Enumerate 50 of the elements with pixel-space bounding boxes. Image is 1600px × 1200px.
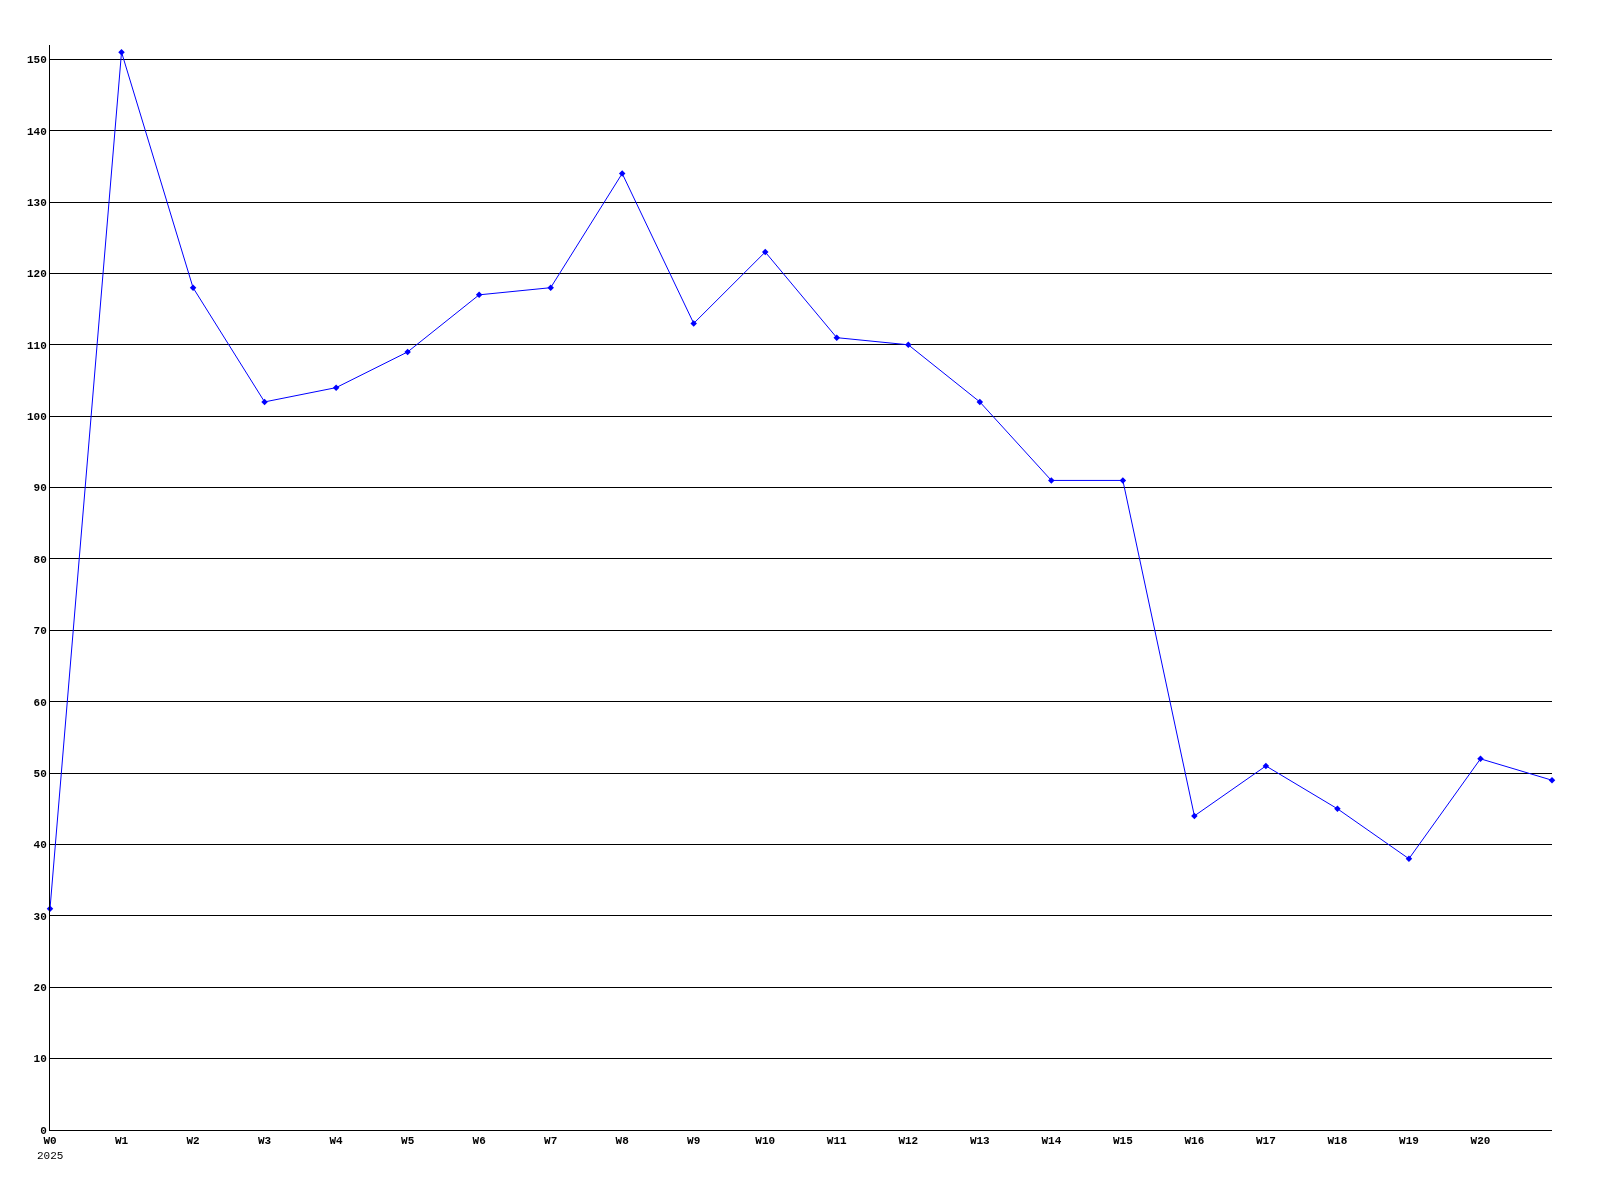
x-tick-label: W10 [755, 1135, 776, 1148]
y-tick-label: 150 [26, 54, 47, 67]
x-tick-label: W17 [1255, 1135, 1276, 1148]
x-tick-label: W16 [1184, 1135, 1205, 1148]
x-tick-label: W20 [1470, 1135, 1491, 1148]
x-tick-label: W9 [687, 1135, 701, 1148]
x-tick-label: W2 [186, 1135, 200, 1148]
x-tick-label: W15 [1112, 1135, 1134, 1148]
x-tick-label: W18 [1327, 1135, 1348, 1148]
point [1405, 855, 1413, 862]
point [475, 291, 483, 299]
x-tick-label: W19 [1399, 1135, 1419, 1148]
x-tick-label: W0 [43, 1135, 57, 1148]
x-tick-label: W12 [898, 1135, 919, 1148]
y-tick-label: 140 [26, 125, 47, 138]
y-tick-label: 0 [40, 1124, 47, 1137]
x-tick-label: W3 [257, 1135, 272, 1148]
point [976, 398, 984, 406]
y-tick-label: 130 [26, 196, 47, 209]
y-tick-label: 90 [33, 482, 47, 495]
y-tick-label: 50 [33, 767, 47, 780]
y-tick-label: 30 [33, 910, 47, 923]
x-tick-label: W5 [401, 1135, 415, 1148]
x-tick-label: W8 [615, 1135, 630, 1148]
y-tick-label: 110 [26, 339, 47, 352]
x-tick-label: W13 [969, 1135, 991, 1148]
text: 2025 [37, 1150, 64, 1162]
x-tick-label: W7 [544, 1135, 558, 1148]
y-tick-label: 120 [26, 268, 47, 281]
x-tick-label: W1 [114, 1135, 129, 1148]
point [1048, 477, 1055, 484]
y-tick-label: 10 [33, 1053, 47, 1066]
point [1334, 805, 1341, 813]
x-tick-label: W6 [472, 1135, 486, 1148]
point [1548, 776, 1556, 784]
x-tick-label: W14 [1041, 1135, 1062, 1148]
x-tick-label: W4 [329, 1135, 344, 1148]
point [690, 320, 697, 327]
y-tick-label: 70 [33, 625, 47, 638]
point [547, 284, 554, 291]
y-tick-label: 40 [33, 839, 47, 852]
x-tick-label: W11 [826, 1135, 848, 1148]
point [905, 341, 912, 349]
point [833, 334, 841, 341]
y-tick-label: 80 [33, 553, 47, 566]
point [761, 248, 769, 256]
point [1262, 762, 1270, 770]
y-tick-label: 60 [33, 696, 47, 709]
y-tick-label: 100 [26, 411, 47, 424]
y-tick-label: 20 [33, 982, 47, 995]
